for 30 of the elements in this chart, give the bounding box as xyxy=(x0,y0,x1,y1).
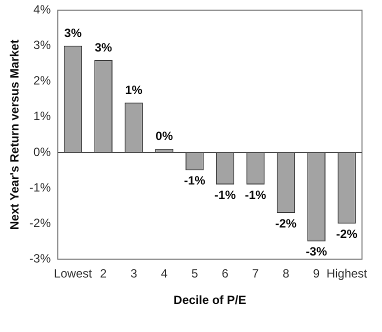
x-tick-label: 4 xyxy=(160,266,168,281)
y-tick-label: 4% xyxy=(33,2,52,17)
x-axis-title: Decile of P/E xyxy=(174,293,246,308)
x-tick-label: 2 xyxy=(100,266,108,281)
data-label: -2% xyxy=(275,216,297,230)
x-tick-label: 5 xyxy=(191,266,198,281)
x-tick-label: Highest xyxy=(326,266,368,281)
x-tick-label: 9 xyxy=(313,266,320,281)
y-tick-label: -3% xyxy=(29,252,52,266)
y-axis-title: Next Year's Return versus Market xyxy=(8,40,22,230)
data-label: 3% xyxy=(64,26,82,40)
data-label: -2% xyxy=(336,226,358,241)
data-label: -1% xyxy=(214,188,236,202)
y-tick-label: 3% xyxy=(33,38,52,52)
x-tick-label: 6 xyxy=(222,266,229,281)
y-tick-label: 0% xyxy=(33,144,52,159)
data-label: 3% xyxy=(94,40,112,54)
data-label: -3% xyxy=(306,244,328,259)
y-tick-label: -2% xyxy=(29,216,52,230)
x-tick-label: 7 xyxy=(252,266,260,281)
x-tick-label: 8 xyxy=(282,266,290,281)
x-tick-label: 3 xyxy=(130,266,138,281)
data-label: -1% xyxy=(184,174,206,188)
data-label: 0% xyxy=(156,129,174,144)
x-tick-label: Lowest xyxy=(54,266,93,281)
y-tick-label: 1% xyxy=(33,109,52,124)
data-label: -1% xyxy=(244,188,267,202)
y-tick-label: 2% xyxy=(33,74,52,88)
y-tick-label: -1% xyxy=(29,180,52,194)
data-label: 1% xyxy=(125,83,143,97)
